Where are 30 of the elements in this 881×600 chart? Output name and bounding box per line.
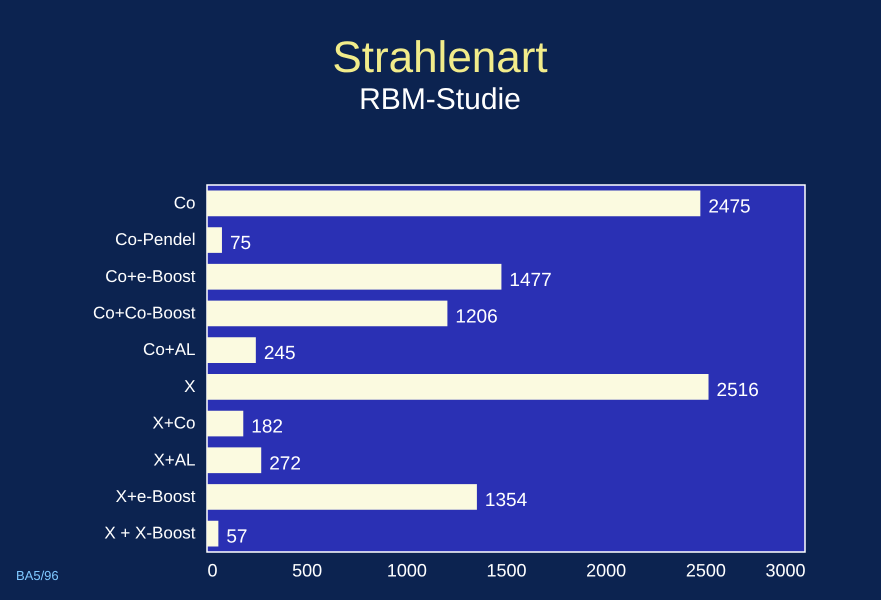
x-tick-label: 1500: [486, 560, 527, 580]
data-label: 2475: [708, 196, 751, 218]
y-tick-label: Co+e-Boost: [105, 266, 196, 286]
y-tick-label: X+Co: [152, 414, 196, 433]
x-tick-label: 3000: [765, 560, 806, 580]
x-tick-label: 2500: [686, 560, 726, 580]
data-label: 272: [269, 453, 301, 474]
x-tick-label: 2000: [586, 560, 626, 580]
y-tick-label: Co-Pendel: [115, 230, 196, 250]
y-tick-label: X+e-Boost: [116, 486, 196, 506]
y-tick-label: X+AL: [153, 450, 196, 470]
data-label: 1477: [509, 270, 552, 291]
data-label: 75: [230, 233, 252, 254]
y-tick-label: Co+Co-Boost: [92, 303, 196, 322]
data-label: 182: [251, 416, 283, 438]
chart-title: Strahlenart: [332, 33, 548, 82]
data-label: 245: [264, 343, 296, 364]
y-tick-label: Co+AL: [143, 340, 196, 360]
data-label: 2516: [716, 380, 759, 401]
data-label: 1354: [484, 490, 528, 511]
data-label: 1206: [455, 306, 498, 328]
x-tick-label: 0: [208, 560, 218, 580]
data-label: 57: [226, 526, 248, 548]
y-tick-label: X: [184, 376, 196, 396]
chart-subtitle: RBM-Studie: [359, 83, 521, 116]
x-tick-label: 1000: [386, 560, 427, 580]
y-tick-label: Co: [174, 193, 196, 212]
y-tick-label: X + X-Boost: [104, 524, 196, 543]
text: BA5/96: [16, 568, 59, 583]
x-tick-label: 500: [292, 560, 322, 580]
